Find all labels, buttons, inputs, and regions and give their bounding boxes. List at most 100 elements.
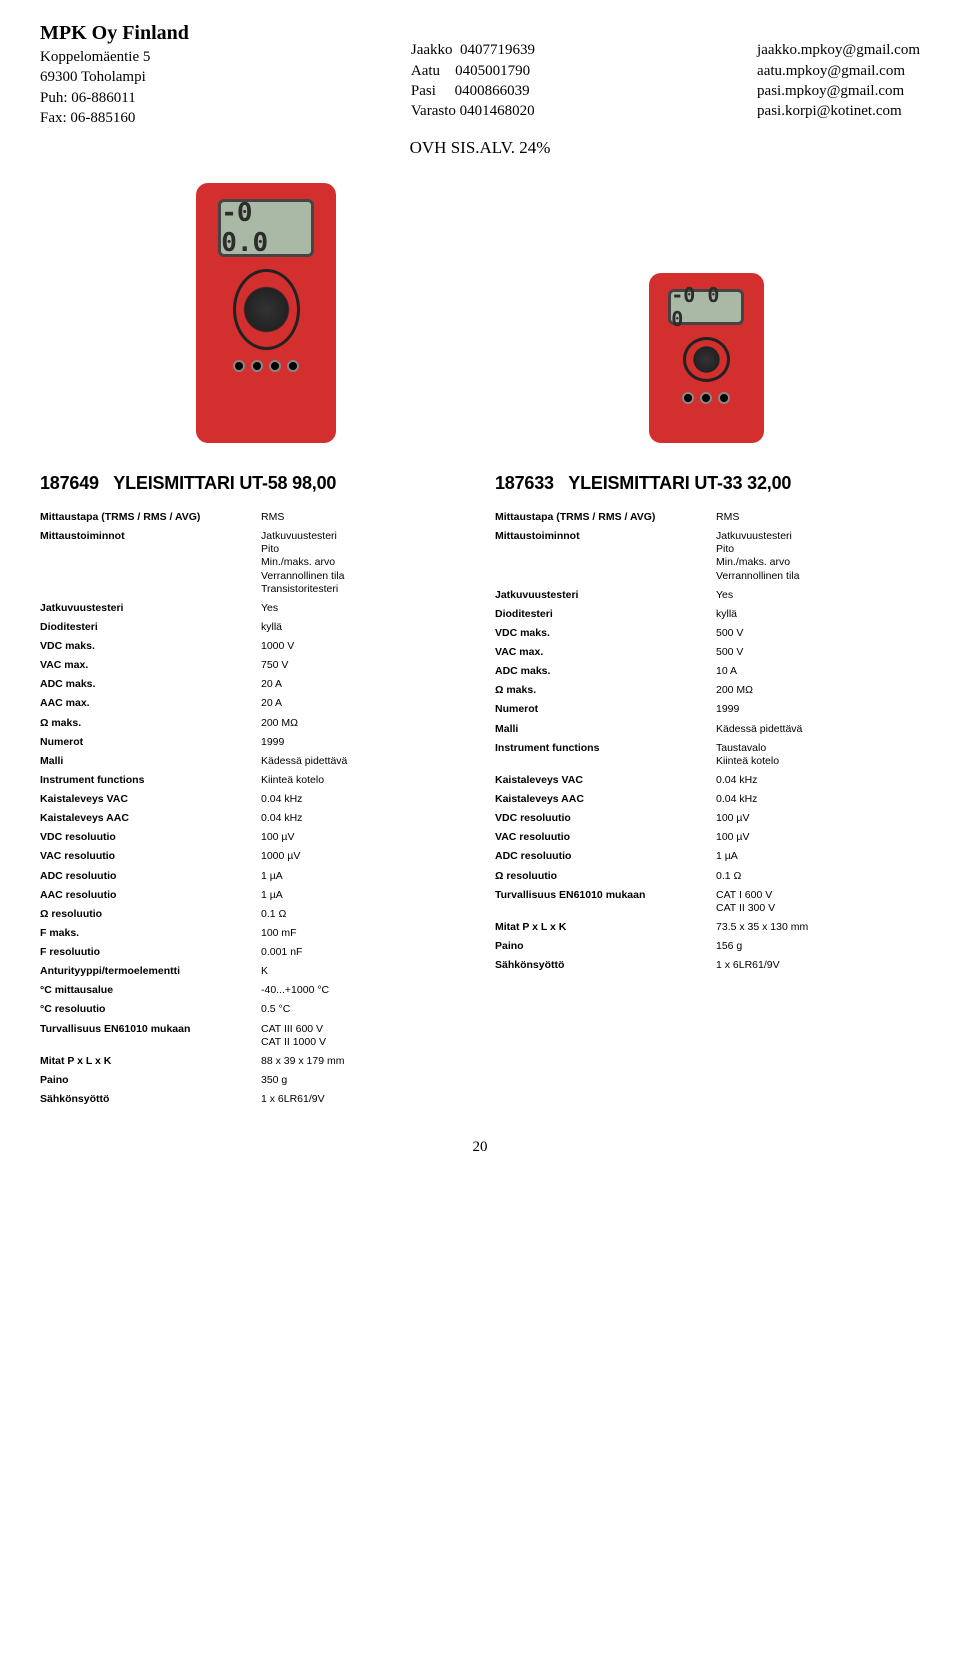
spec-label: ADC resoluutio <box>40 867 261 886</box>
header-emails: jaakko.mpkoy@gmail.com aatu.mpkoy@gmail.… <box>757 20 920 128</box>
spec-label: Jatkuvuustesteri <box>495 586 716 605</box>
spec-label: Mitat P x L x K <box>495 918 716 937</box>
spec-label: VDC maks. <box>40 637 261 656</box>
spec-value: 156 g <box>716 937 920 956</box>
spec-value: 1000 µV <box>261 847 465 866</box>
contact-row: Varasto 0401468020 <box>411 101 535 121</box>
spec-value: 100 µV <box>716 828 920 847</box>
fax-line: Fax: 06-885160 <box>40 108 189 128</box>
spec-value: RMS <box>261 508 465 527</box>
spec-label: Mittaustapa (TRMS / RMS / AVG) <box>495 508 716 527</box>
spec-row: Mitat P x L x K73.5 x 35 x 130 mm <box>495 918 920 937</box>
contact-email: pasi.korpi@kotinet.com <box>757 101 920 121</box>
spec-row: ADC maks.20 A <box>40 675 465 694</box>
spec-label: Paino <box>495 937 716 956</box>
spec-label: Mitat P x L x K <box>40 1052 261 1071</box>
spec-label: Kaistaleveys AAC <box>495 790 716 809</box>
spec-value: Kiinteä kotelo <box>261 771 465 790</box>
spec-value: 0.1 Ω <box>716 867 920 886</box>
contact-email: aatu.mpkoy@gmail.com <box>757 61 920 81</box>
spec-row: VDC maks.1000 V <box>40 637 465 656</box>
spec-row: VAC max.750 V <box>40 656 465 675</box>
contact-row: Pasi 0400866039 <box>411 81 535 101</box>
spec-value: -40...+1000 °C <box>261 981 465 1000</box>
spec-label: Malli <box>40 752 261 771</box>
spec-value: 10 A <box>716 662 920 681</box>
spec-row: ADC maks.10 A <box>495 662 920 681</box>
ovh-line: OVH SIS.ALV. 24% <box>40 138 920 158</box>
spec-value: 20 A <box>261 694 465 713</box>
spec-label: Ω resoluutio <box>40 905 261 924</box>
spec-value: 0.04 kHz <box>716 771 920 790</box>
multimeter-screen: -0 0.0 <box>218 199 314 257</box>
spec-value: 1999 <box>716 700 920 719</box>
spec-row: JatkuvuustesteriYes <box>495 586 920 605</box>
spec-row: Ω maks.200 MΩ <box>495 681 920 700</box>
spec-label: Turvallisuus EN61010 mukaan <box>495 886 716 918</box>
spec-label: Mittaustoiminnot <box>40 527 261 599</box>
spec-label: Mittaustoiminnot <box>495 527 716 586</box>
contact-email: pasi.mpkoy@gmail.com <box>757 81 920 101</box>
spec-label: Numerot <box>40 733 261 752</box>
spec-label: Numerot <box>495 700 716 719</box>
product-images: -0 0.0 -0 0 0 <box>40 183 920 443</box>
multimeter-ports <box>233 360 299 372</box>
spec-row: MittaustoiminnotJatkuvuustesteri Pito Mi… <box>495 527 920 586</box>
spec-row: Kaistaleveys VAC0.04 kHz <box>495 771 920 790</box>
spec-label: Ω maks. <box>40 714 261 733</box>
company-name: MPK Oy Finland <box>40 20 189 47</box>
spec-row: Sähkönsyöttö1 x 6LR61/9V <box>495 956 920 975</box>
spec-row: F resoluutio0.001 nF <box>40 943 465 962</box>
spec-row: Numerot1999 <box>495 700 920 719</box>
spec-value: 0.04 kHz <box>261 790 465 809</box>
spec-row: JatkuvuustesteriYes <box>40 599 465 618</box>
spec-row: VDC resoluutio100 µV <box>495 809 920 828</box>
multimeter-screen: -0 0 0 <box>668 289 744 325</box>
product-ut33: 187633 YLEISMITTARI UT-33 32,00 Mittaust… <box>495 473 920 1109</box>
spec-row: Kaistaleveys AAC0.04 kHz <box>495 790 920 809</box>
spec-value: 0.04 kHz <box>261 809 465 828</box>
spec-value: kyllä <box>261 618 465 637</box>
product-ut58: 187649 YLEISMITTARI UT-58 98,00 Mittaust… <box>40 473 465 1109</box>
multimeter-image-ut33: -0 0 0 <box>649 273 764 443</box>
address-line: 69300 Toholampi <box>40 67 189 87</box>
spec-value: 100 mF <box>261 924 465 943</box>
spec-value: 200 MΩ <box>716 681 920 700</box>
spec-label: Dioditesteri <box>40 618 261 637</box>
contact-email: jaakko.mpkoy@gmail.com <box>757 40 920 60</box>
spec-value: 500 V <box>716 643 920 662</box>
spec-row: MalliKädessä pidettävä <box>495 720 920 739</box>
spec-value: 20 A <box>261 675 465 694</box>
spec-row: ADC resoluutio1 µA <box>495 847 920 866</box>
spec-label: Ω maks. <box>495 681 716 700</box>
spec-row: Anturityyppi/termoelementtiK <box>40 962 465 981</box>
spec-value: 0.04 kHz <box>716 790 920 809</box>
contact-row: Jaakko 0407719639 <box>411 40 535 60</box>
spec-value: 100 µV <box>261 828 465 847</box>
spec-label: Kaistaleveys VAC <box>40 790 261 809</box>
spec-row: VAC resoluutio100 µV <box>495 828 920 847</box>
spec-row: Mittaustapa (TRMS / RMS / AVG)RMS <box>40 508 465 527</box>
page-number: 20 <box>40 1139 920 1156</box>
spec-label: VAC resoluutio <box>40 847 261 866</box>
multimeter-ports <box>682 392 730 404</box>
spec-value: 1 x 6LR61/9V <box>261 1090 465 1109</box>
product-title: 187649 YLEISMITTARI UT-58 98,00 <box>40 473 465 494</box>
spec-value: Jatkuvuustesteri Pito Min./maks. arvo Ve… <box>261 527 465 599</box>
spec-row: VAC max.500 V <box>495 643 920 662</box>
spec-row: Turvallisuus EN61010 mukaanCAT III 600 V… <box>40 1020 465 1052</box>
spec-label: °C mittausalue <box>40 981 261 1000</box>
spec-row: AAC max.20 A <box>40 694 465 713</box>
spec-label: F maks. <box>40 924 261 943</box>
spec-value: 73.5 x 35 x 130 mm <box>716 918 920 937</box>
spec-label: Ω resoluutio <box>495 867 716 886</box>
header-contacts-names: Jaakko 0407719639 Aatu 0405001790 Pasi 0… <box>411 20 535 128</box>
spec-value: 1 µA <box>261 886 465 905</box>
spec-value: CAT I 600 V CAT II 300 V <box>716 886 920 918</box>
products-section: 187649 YLEISMITTARI UT-58 98,00 Mittaust… <box>40 473 920 1109</box>
spec-label: VDC maks. <box>495 624 716 643</box>
multimeter-image-ut58: -0 0.0 <box>196 183 336 443</box>
spec-row: VDC resoluutio100 µV <box>40 828 465 847</box>
spec-value: 200 MΩ <box>261 714 465 733</box>
spec-value: Kädessä pidettävä <box>261 752 465 771</box>
